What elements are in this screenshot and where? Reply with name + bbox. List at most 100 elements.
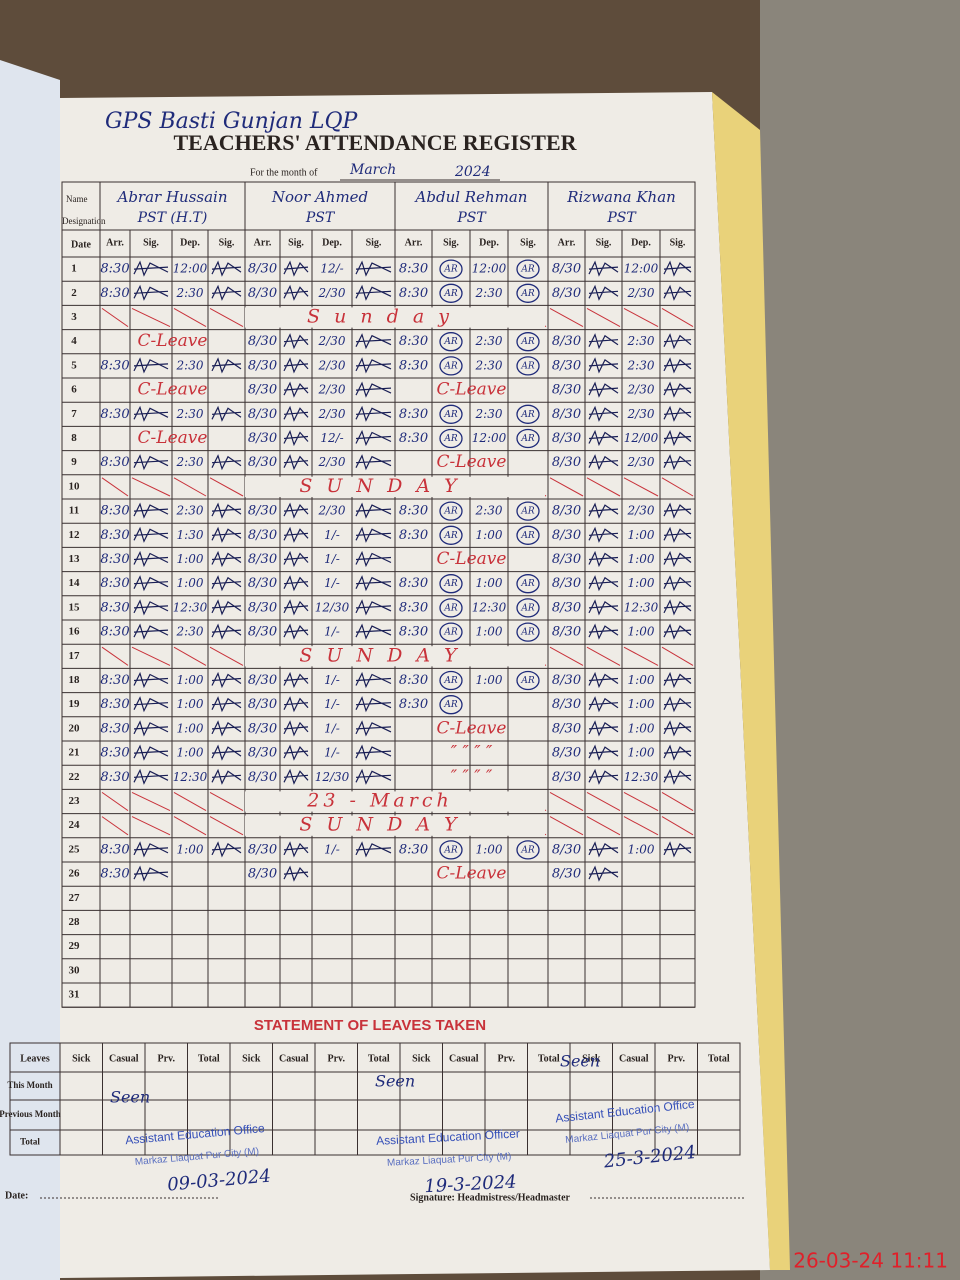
arrival-time: 8:30 [100, 697, 129, 712]
date-number: 4 [71, 335, 77, 347]
row-note: S U N D A Y [299, 814, 460, 836]
cross-out [586, 477, 621, 497]
date-number: 14 [69, 577, 81, 589]
floor [760, 0, 960, 1280]
arrival-time: 8:30 [100, 552, 129, 567]
note-bg [245, 307, 545, 328]
signature-scribble [283, 284, 309, 301]
departure-time: 1/- [324, 721, 340, 735]
date-number: 20 [69, 722, 81, 734]
leaves-row-label: Total [20, 1137, 40, 1147]
signature-scribble [588, 623, 619, 640]
signature-circle [439, 670, 463, 691]
arrival-time: 8/30 [552, 576, 581, 591]
cross-out [131, 477, 171, 497]
cross-out [131, 791, 171, 812]
departure-time: 2/30 [318, 358, 346, 372]
departure-time: 1:00 [628, 625, 655, 639]
signature-scribble [133, 575, 169, 592]
signature: AR [443, 676, 457, 686]
date-number: 8 [71, 432, 77, 444]
cross-out [101, 791, 129, 812]
column-header: Dep. [180, 237, 200, 248]
signature: AR [520, 434, 534, 444]
date-number: 17 [69, 650, 81, 662]
signature-scribble [283, 671, 309, 689]
cross-out [549, 646, 584, 666]
arrival-time: 8:30 [100, 504, 129, 519]
departure-time: 1/- [324, 625, 340, 639]
arrival-time: 8:30 [100, 625, 129, 640]
signature-scribble [355, 381, 392, 398]
column-header: Sig. [596, 237, 612, 248]
departure-time: 2:30 [176, 504, 204, 518]
signature: AR [520, 410, 534, 420]
row-note: 23 - March [306, 790, 452, 812]
signature-circle [439, 598, 463, 618]
signature-scribble [588, 575, 619, 592]
departure-time: 2/30 [627, 407, 655, 421]
signature-scribble [283, 768, 309, 785]
signature-circle [516, 404, 540, 424]
signature-scribble [283, 357, 309, 374]
signature-circle [516, 332, 540, 352]
departure-time: 1:00 [628, 721, 655, 735]
column-header: Date [71, 239, 92, 250]
signature-scribble [283, 696, 309, 713]
cross-out [209, 307, 244, 328]
signature-scribble [211, 284, 242, 301]
signature-circle [516, 501, 540, 521]
arrival-time: 8:30 [399, 600, 428, 615]
arrival-time: 8/30 [552, 455, 581, 470]
signature-scribble [283, 744, 309, 761]
arrival-time: 8/30 [248, 673, 277, 688]
signature-scribble [588, 405, 619, 422]
signature-scribble [133, 550, 169, 568]
signature-circle [439, 404, 463, 424]
signature-scribble [283, 381, 309, 398]
arrival-time: 8/30 [552, 746, 581, 761]
date-number: 12 [69, 529, 81, 541]
note-bg [245, 815, 545, 836]
signature-circle [516, 598, 540, 618]
signature-scribble [355, 671, 392, 689]
signature-circle [439, 428, 463, 449]
seen-remark: Seen [110, 1088, 150, 1107]
signature-circle [516, 428, 540, 449]
teacher-designation: PST (H.T) [137, 210, 208, 226]
signature-scribble [133, 454, 169, 471]
arrival-time: 8/30 [248, 600, 277, 615]
signature-scribble [355, 696, 392, 713]
arrival-time: 8:30 [100, 770, 129, 785]
signature-scribble [133, 284, 169, 301]
signature-circle [439, 259, 463, 279]
arrival-time: 8/30 [552, 867, 581, 882]
arrival-time: 8/30 [552, 334, 581, 349]
signature-scribble [663, 550, 692, 568]
signature-scribble [283, 865, 309, 882]
leaves-header: Leaves [20, 1053, 50, 1064]
leaves-header: Prv. [328, 1053, 346, 1064]
departure-time: 1:30 [177, 528, 204, 542]
arrival-time: 8:30 [100, 867, 129, 882]
departure-time: 2/30 [627, 504, 655, 518]
teacher-name: Abdul Rehman [414, 188, 528, 206]
cross-out [661, 791, 694, 812]
signature-scribble [355, 623, 392, 640]
arrival-time: 8/30 [248, 842, 277, 857]
signature-scribble [211, 454, 242, 471]
arrival-time: 8/30 [552, 358, 581, 373]
cross-out [586, 307, 621, 328]
date-number: 28 [69, 916, 81, 928]
signature-scribble [211, 623, 242, 640]
departure-time: 2:30 [475, 504, 503, 518]
signature: AR [520, 845, 534, 855]
departure-time: 1/- [324, 552, 340, 566]
signature-scribble [588, 841, 619, 858]
departure-time: 1:00 [476, 576, 503, 590]
cross-out [101, 477, 129, 497]
departure-time: 2:30 [475, 358, 503, 372]
departure-time: 1/- [324, 697, 340, 711]
cross-out [173, 307, 207, 328]
entry-note: C-Leave [138, 331, 208, 351]
